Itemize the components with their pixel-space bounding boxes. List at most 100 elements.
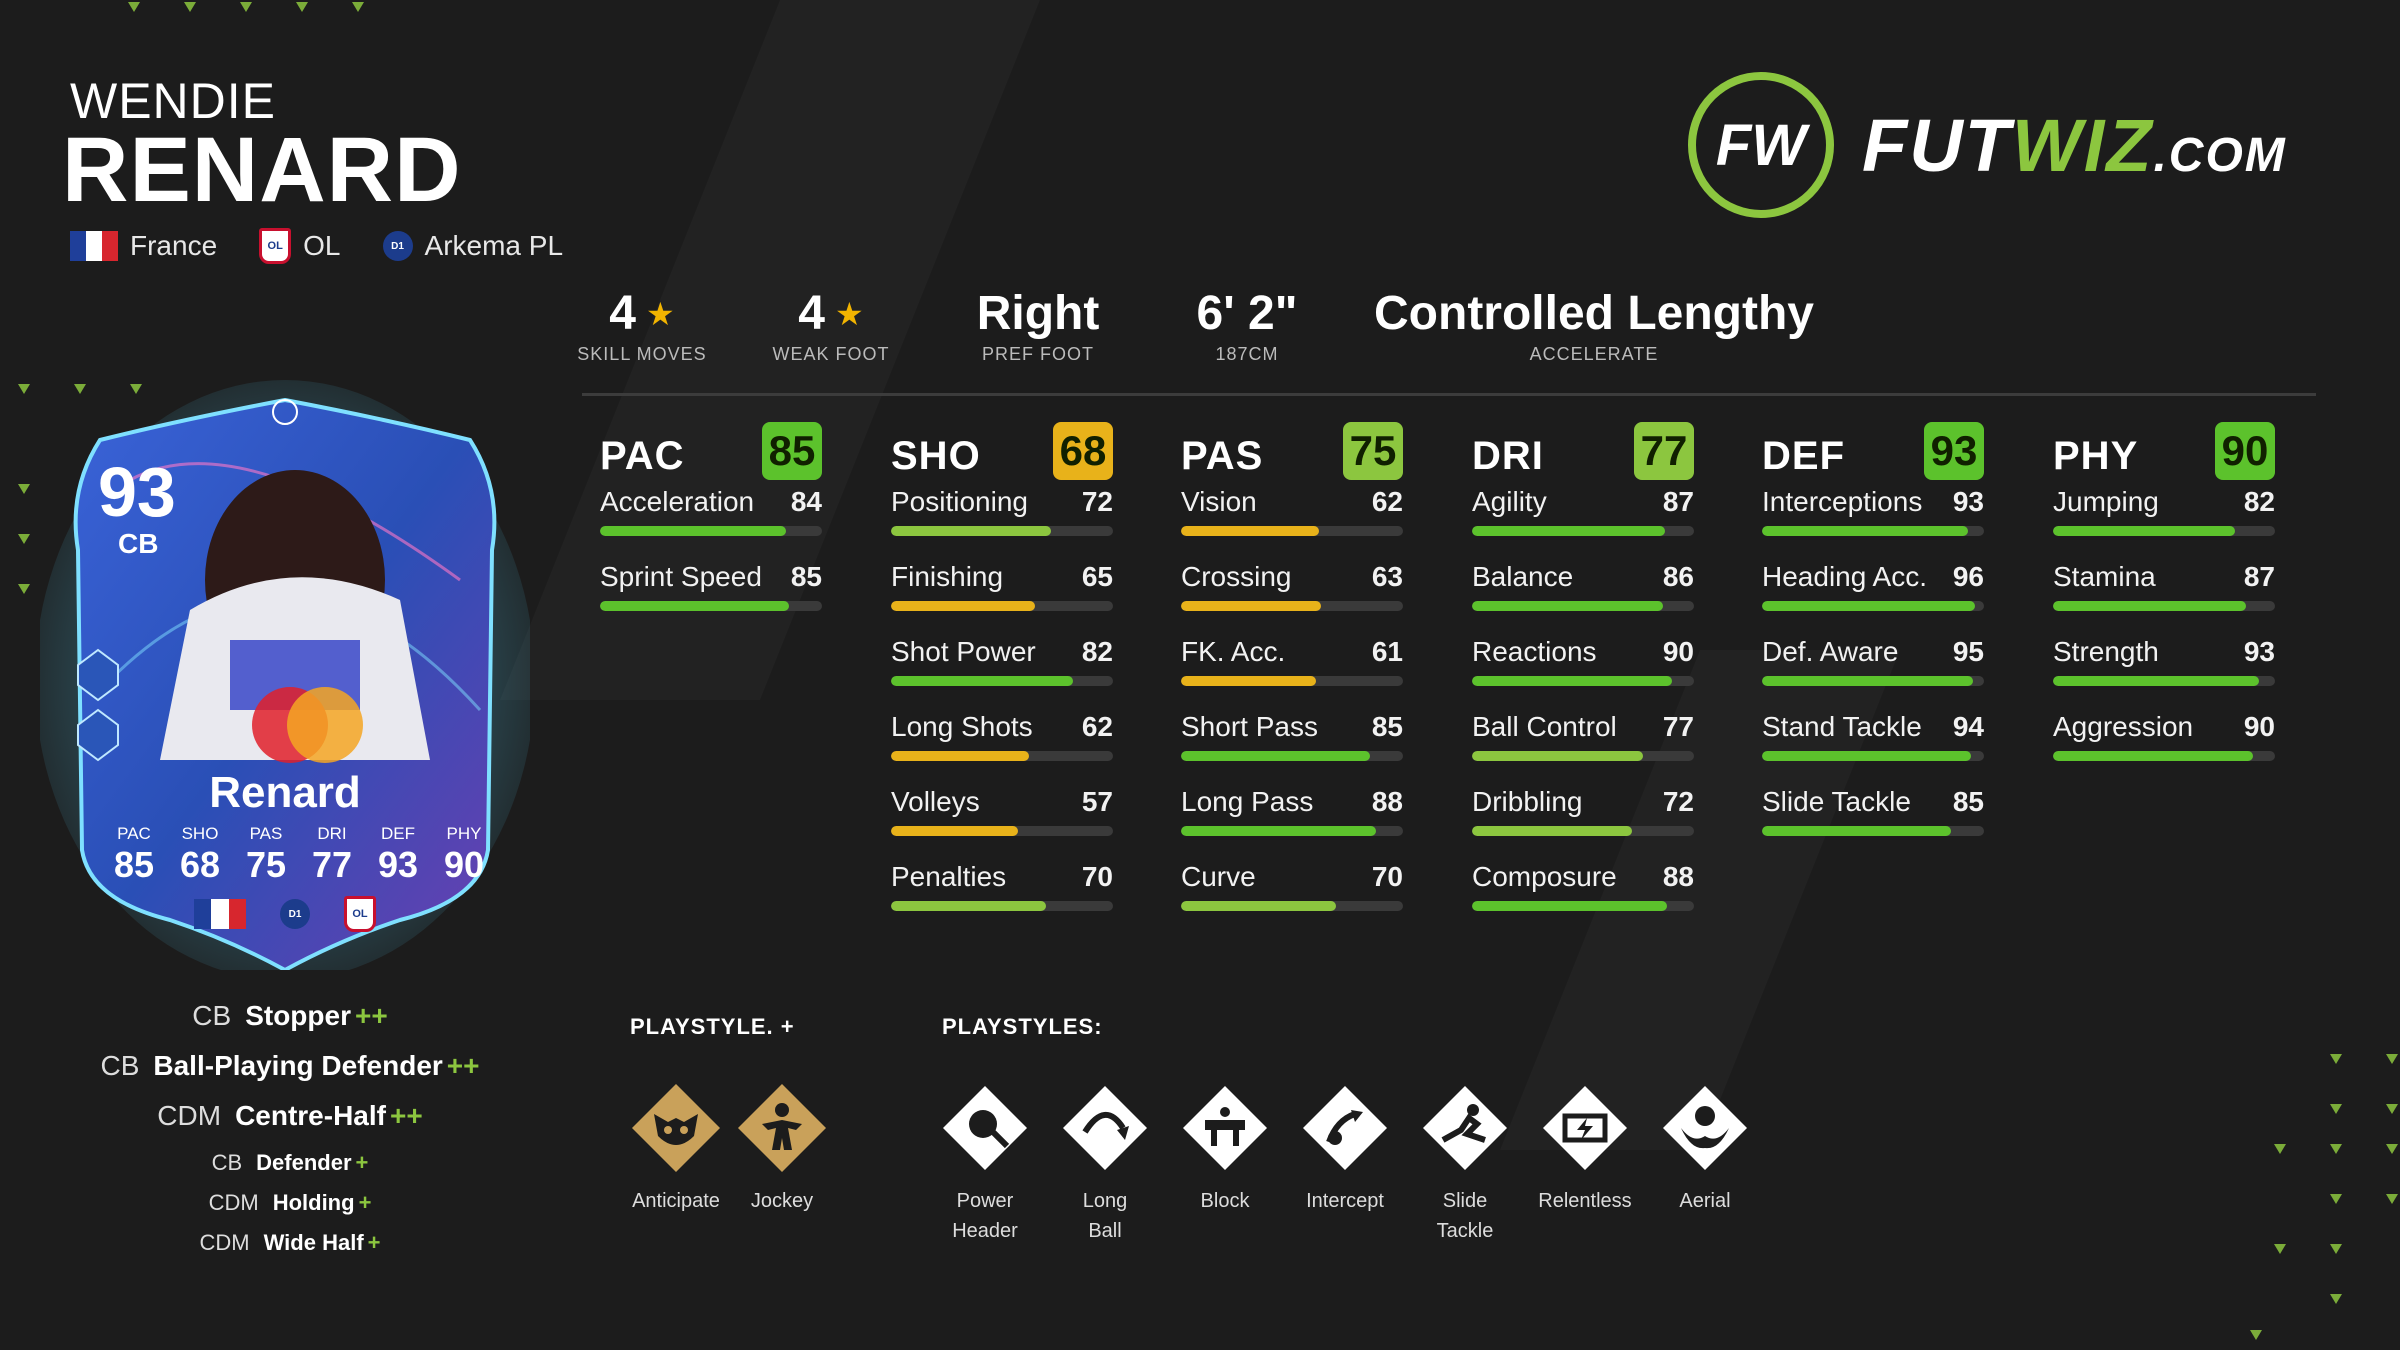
card-stat: PAC 85	[104, 824, 164, 886]
league-link[interactable]: D1 Arkema PL	[382, 230, 563, 262]
role-plus: ++	[354, 1000, 388, 1031]
card-stat-label: PAS	[249, 824, 283, 843]
stat-bar-fill	[1762, 826, 1951, 836]
nation-link[interactable]: France	[70, 230, 217, 262]
aerial-icon	[1663, 1086, 1747, 1170]
stat-bar-fill	[1472, 676, 1672, 686]
pref-foot-value: Right	[976, 287, 1100, 340]
stat-bar	[1762, 826, 1984, 836]
stat-value: 94	[1952, 711, 1984, 742]
stat-column-header: PAC 85	[600, 420, 822, 482]
accelerate-value: Controlled Lengthy	[1374, 287, 1814, 340]
playstyle-intercept[interactable]: Intercept	[1290, 1080, 1400, 1216]
playstyle-name-line2: Header	[952, 1220, 1018, 1242]
club-link[interactable]: OL OL	[259, 228, 341, 264]
playstyle-name-line1: Long	[1082, 1190, 1128, 1212]
stat-bar-fill	[2053, 676, 2260, 686]
role-item[interactable]: CDM Wide Half +	[40, 1230, 540, 1270]
stat-bar	[1472, 676, 1694, 686]
card-stat-value: 93	[377, 844, 419, 885]
role-name: Ball-Playing Defender	[153, 1050, 443, 1081]
stat-category-badge: 85	[762, 422, 822, 480]
role-name: Wide Half	[263, 1230, 364, 1255]
stat-bar-fill	[1762, 601, 1976, 611]
playstyle-name-line1: Intercept	[1306, 1190, 1384, 1212]
role-item[interactable]: CDM Centre-Half ++	[40, 1100, 540, 1150]
stat-name: Crossing	[1181, 561, 1292, 592]
card-stat-value: 68	[179, 844, 221, 885]
stat-value: 95	[1952, 636, 1984, 667]
ol-crest-icon: OL	[344, 896, 376, 932]
card-stat-label: SHO	[181, 824, 219, 843]
stat-bar-fill	[1181, 526, 1319, 536]
stat-bar	[891, 751, 1113, 761]
card-player-name: Renard	[209, 768, 361, 817]
nation-name: France	[130, 230, 218, 261]
role-item[interactable]: CB Ball-Playing Defender ++	[40, 1050, 540, 1100]
france-flag-icon	[194, 899, 246, 929]
league-crest-icon: D1	[382, 231, 413, 261]
role-plus: ++	[446, 1050, 480, 1081]
stat-column-header: PHY 90	[2053, 420, 2275, 482]
stat-name: Aggression	[2053, 711, 2194, 742]
stat-value: 86	[1662, 561, 1694, 592]
stat-row: FK. Acc. 61	[1181, 632, 1403, 707]
stat-value: 57	[1081, 786, 1113, 817]
stat-row: Strength 93	[2053, 632, 2275, 707]
stat-row: Heading Acc. 96	[1762, 557, 1984, 632]
playstyle-relentless[interactable]: Relentless	[1530, 1080, 1640, 1216]
stat-value: 61	[1371, 636, 1403, 667]
stat-name: Def. Aware	[1762, 636, 1899, 667]
playstyle-aerial[interactable]: Aerial	[1650, 1080, 1760, 1216]
role-item[interactable]: CDM Holding +	[40, 1190, 540, 1230]
skill-moves-value: 4	[609, 287, 636, 340]
stat-bar-fill	[891, 826, 1018, 836]
stat-bar	[1472, 601, 1694, 611]
playstyle-power-header[interactable]: Power Header	[930, 1080, 1040, 1246]
stat-bar-fill	[1181, 676, 1317, 686]
futwiz-mark-icon: FW	[1688, 72, 1834, 218]
stat-row: Acceleration 84	[600, 482, 822, 557]
role-item[interactable]: CB Defender +	[40, 1150, 540, 1190]
stat-category-badge: 90	[2215, 422, 2275, 480]
stat-value: 85	[790, 561, 822, 592]
stat-name: Stamina	[2053, 561, 2156, 592]
playstyle-name-line1: Aerial	[1679, 1190, 1731, 1212]
card-footer: D1 OL	[40, 896, 530, 932]
stat-value: 85	[1952, 786, 1984, 817]
stat-category-badge: 77	[1634, 422, 1694, 480]
player-card[interactable]: 93 CB Renard PAC 85 SHO 68 PAS 75 DRI 77 DEF…	[40, 380, 530, 970]
power-header-icon	[943, 1086, 1027, 1170]
block-icon	[1183, 1086, 1267, 1170]
role-plus: ++	[389, 1100, 423, 1131]
stat-value: 88	[1662, 861, 1694, 892]
stat-column-header: SHO 68	[891, 420, 1113, 482]
stat-bar-fill	[1181, 901, 1337, 911]
stat-row: Long Pass 88	[1181, 782, 1403, 857]
stat-value: 87	[1662, 486, 1694, 517]
card-stat-value: 85	[113, 844, 155, 885]
role-item[interactable]: CB Stopper ++	[40, 1000, 540, 1050]
star-icon: ★	[835, 296, 864, 332]
role-position: CB	[100, 1050, 140, 1081]
stat-row: Vision 62	[1181, 482, 1403, 557]
playstyle-long-ball[interactable]: Long Ball	[1050, 1080, 1160, 1246]
role-name: Stopper	[245, 1000, 351, 1031]
stat-column-phy: PHY 90 Jumping 82 Stamina 87 Strength 93 Aggress…	[2053, 420, 2275, 782]
playstyle-slide-tackle[interactable]: Slide Tackle	[1410, 1080, 1520, 1246]
stat-row: Volleys 57	[891, 782, 1113, 857]
stat-column-header: DEF 93	[1762, 420, 1984, 482]
playstyle-name-line2: Tackle	[1436, 1220, 1494, 1242]
pref-foot-info: Right PREF FOOT	[958, 286, 1118, 365]
futwiz-logo[interactable]: FW FUTWIZ.COM	[1688, 72, 2287, 218]
stat-value: 93	[2243, 636, 2275, 667]
stat-value: 88	[1371, 786, 1403, 817]
playstyle-plus-anticipate[interactable]: Anticipate	[621, 1080, 731, 1216]
playstyle-block[interactable]: Block	[1170, 1080, 1280, 1216]
stat-name: Dribbling	[1472, 786, 1583, 817]
stat-row: Finishing 65	[891, 557, 1113, 632]
card-stats: PAC 85 SHO 68 PAS 75 DRI 77 DEF 93 PHY 90	[104, 824, 494, 886]
stat-bar	[1181, 676, 1403, 686]
stat-name: Long Shots	[891, 711, 1033, 742]
playstyle-plus-jockey[interactable]: Jockey	[727, 1080, 837, 1216]
